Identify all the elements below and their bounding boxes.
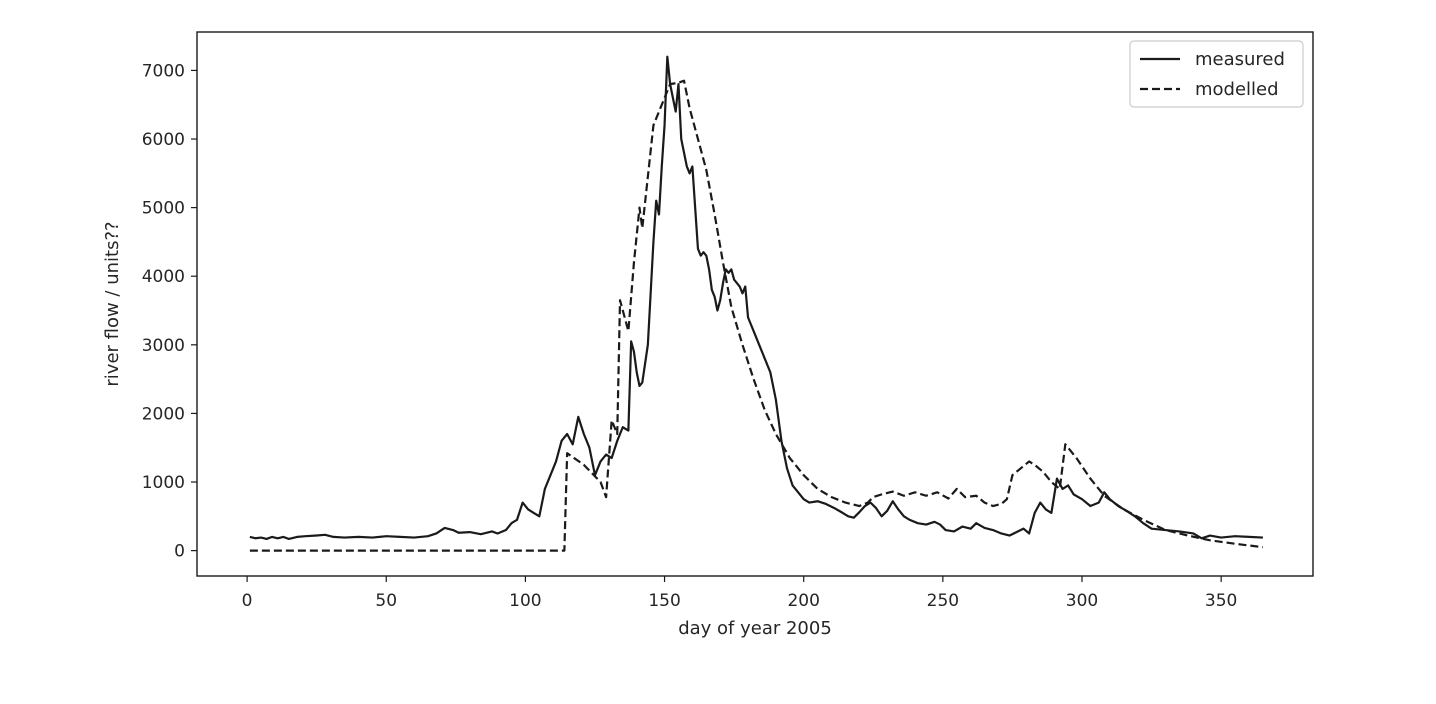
y-axis-ticks: 0 1000 2000 3000 4000 5000 6000 7000 — [142, 61, 197, 562]
y-tick-label: 6000 — [142, 130, 185, 150]
y-tick-label: 3000 — [142, 336, 185, 356]
x-tick-label: 250 — [927, 591, 959, 611]
legend: measured modelled — [1129, 40, 1304, 108]
x-axis-ticks: 0 50 100 150 200 250 300 350 — [242, 576, 1237, 611]
x-tick-label: 100 — [509, 591, 541, 611]
y-tick-label: 4000 — [142, 267, 185, 287]
x-axis-label: day of year 2005 — [678, 618, 832, 639]
x-tick-label: 50 — [375, 591, 397, 611]
x-tick-label: 200 — [787, 591, 819, 611]
y-tick-label: 2000 — [142, 404, 185, 424]
x-tick-label: 300 — [1066, 591, 1098, 611]
y-tick-label: 1000 — [142, 473, 185, 493]
legend-label-modelled: modelled — [1195, 79, 1279, 100]
series-layer — [249, 55, 1264, 552]
x-tick-label: 350 — [1205, 591, 1237, 611]
series-line-modelled — [249, 79, 1264, 552]
y-tick-label: 5000 — [142, 199, 185, 219]
legend-label-measured: measured — [1195, 49, 1285, 70]
plot-frame — [196, 31, 1314, 577]
x-tick-label: 150 — [648, 591, 680, 611]
y-tick-label: 7000 — [142, 61, 185, 81]
series-line-measured — [249, 55, 1263, 541]
legend-box — [1129, 40, 1304, 108]
y-tick-label: 0 — [174, 542, 185, 562]
x-tick-label: 0 — [242, 591, 253, 611]
y-axis-label: river flow / units?? — [102, 221, 123, 386]
plot-background — [197, 32, 1313, 576]
